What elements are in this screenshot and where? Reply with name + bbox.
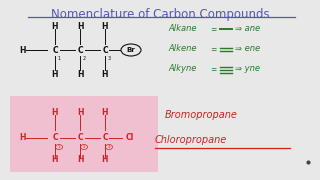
Text: Alkyne: Alkyne [168, 64, 196, 73]
Text: H: H [52, 21, 58, 30]
Text: 1: 1 [57, 55, 60, 60]
Text: ⇒ ane: ⇒ ane [235, 24, 260, 33]
Text: H: H [102, 21, 108, 30]
Text: H: H [52, 156, 58, 165]
Text: =: = [210, 25, 216, 34]
Text: H: H [52, 107, 58, 116]
Text: C: C [77, 134, 83, 143]
Text: Chloropropane: Chloropropane [155, 135, 227, 145]
Text: 2: 2 [83, 55, 85, 60]
Text: H: H [52, 69, 58, 78]
Text: H: H [77, 69, 83, 78]
Text: ⇒ yne: ⇒ yne [235, 64, 260, 73]
Text: H: H [102, 156, 108, 165]
Text: H: H [77, 21, 83, 30]
Text: Alkene: Alkene [168, 44, 196, 53]
Text: Alkane: Alkane [168, 24, 196, 33]
Text: H: H [77, 156, 83, 165]
Text: 1: 1 [58, 145, 60, 149]
Text: 3: 3 [108, 145, 110, 149]
Text: C: C [52, 46, 58, 55]
Text: 2: 2 [83, 145, 85, 149]
Text: C: C [102, 134, 108, 143]
Text: ⇒ ene: ⇒ ene [235, 44, 260, 53]
Text: Nomenclature of Carbon Compounds: Nomenclature of Carbon Compounds [51, 8, 269, 21]
FancyBboxPatch shape [10, 96, 158, 172]
Text: H: H [19, 134, 25, 143]
Text: Cl: Cl [126, 134, 134, 143]
Text: 3: 3 [108, 55, 111, 60]
Text: =: = [210, 45, 216, 54]
Text: C: C [77, 46, 83, 55]
Text: H: H [19, 46, 25, 55]
Text: =: = [210, 65, 216, 74]
Text: Br: Br [127, 47, 135, 53]
Text: Bromopropane: Bromopropane [165, 110, 238, 120]
Text: H: H [77, 107, 83, 116]
Text: H: H [102, 107, 108, 116]
Text: H: H [102, 69, 108, 78]
Text: C: C [102, 46, 108, 55]
Text: C: C [52, 134, 58, 143]
